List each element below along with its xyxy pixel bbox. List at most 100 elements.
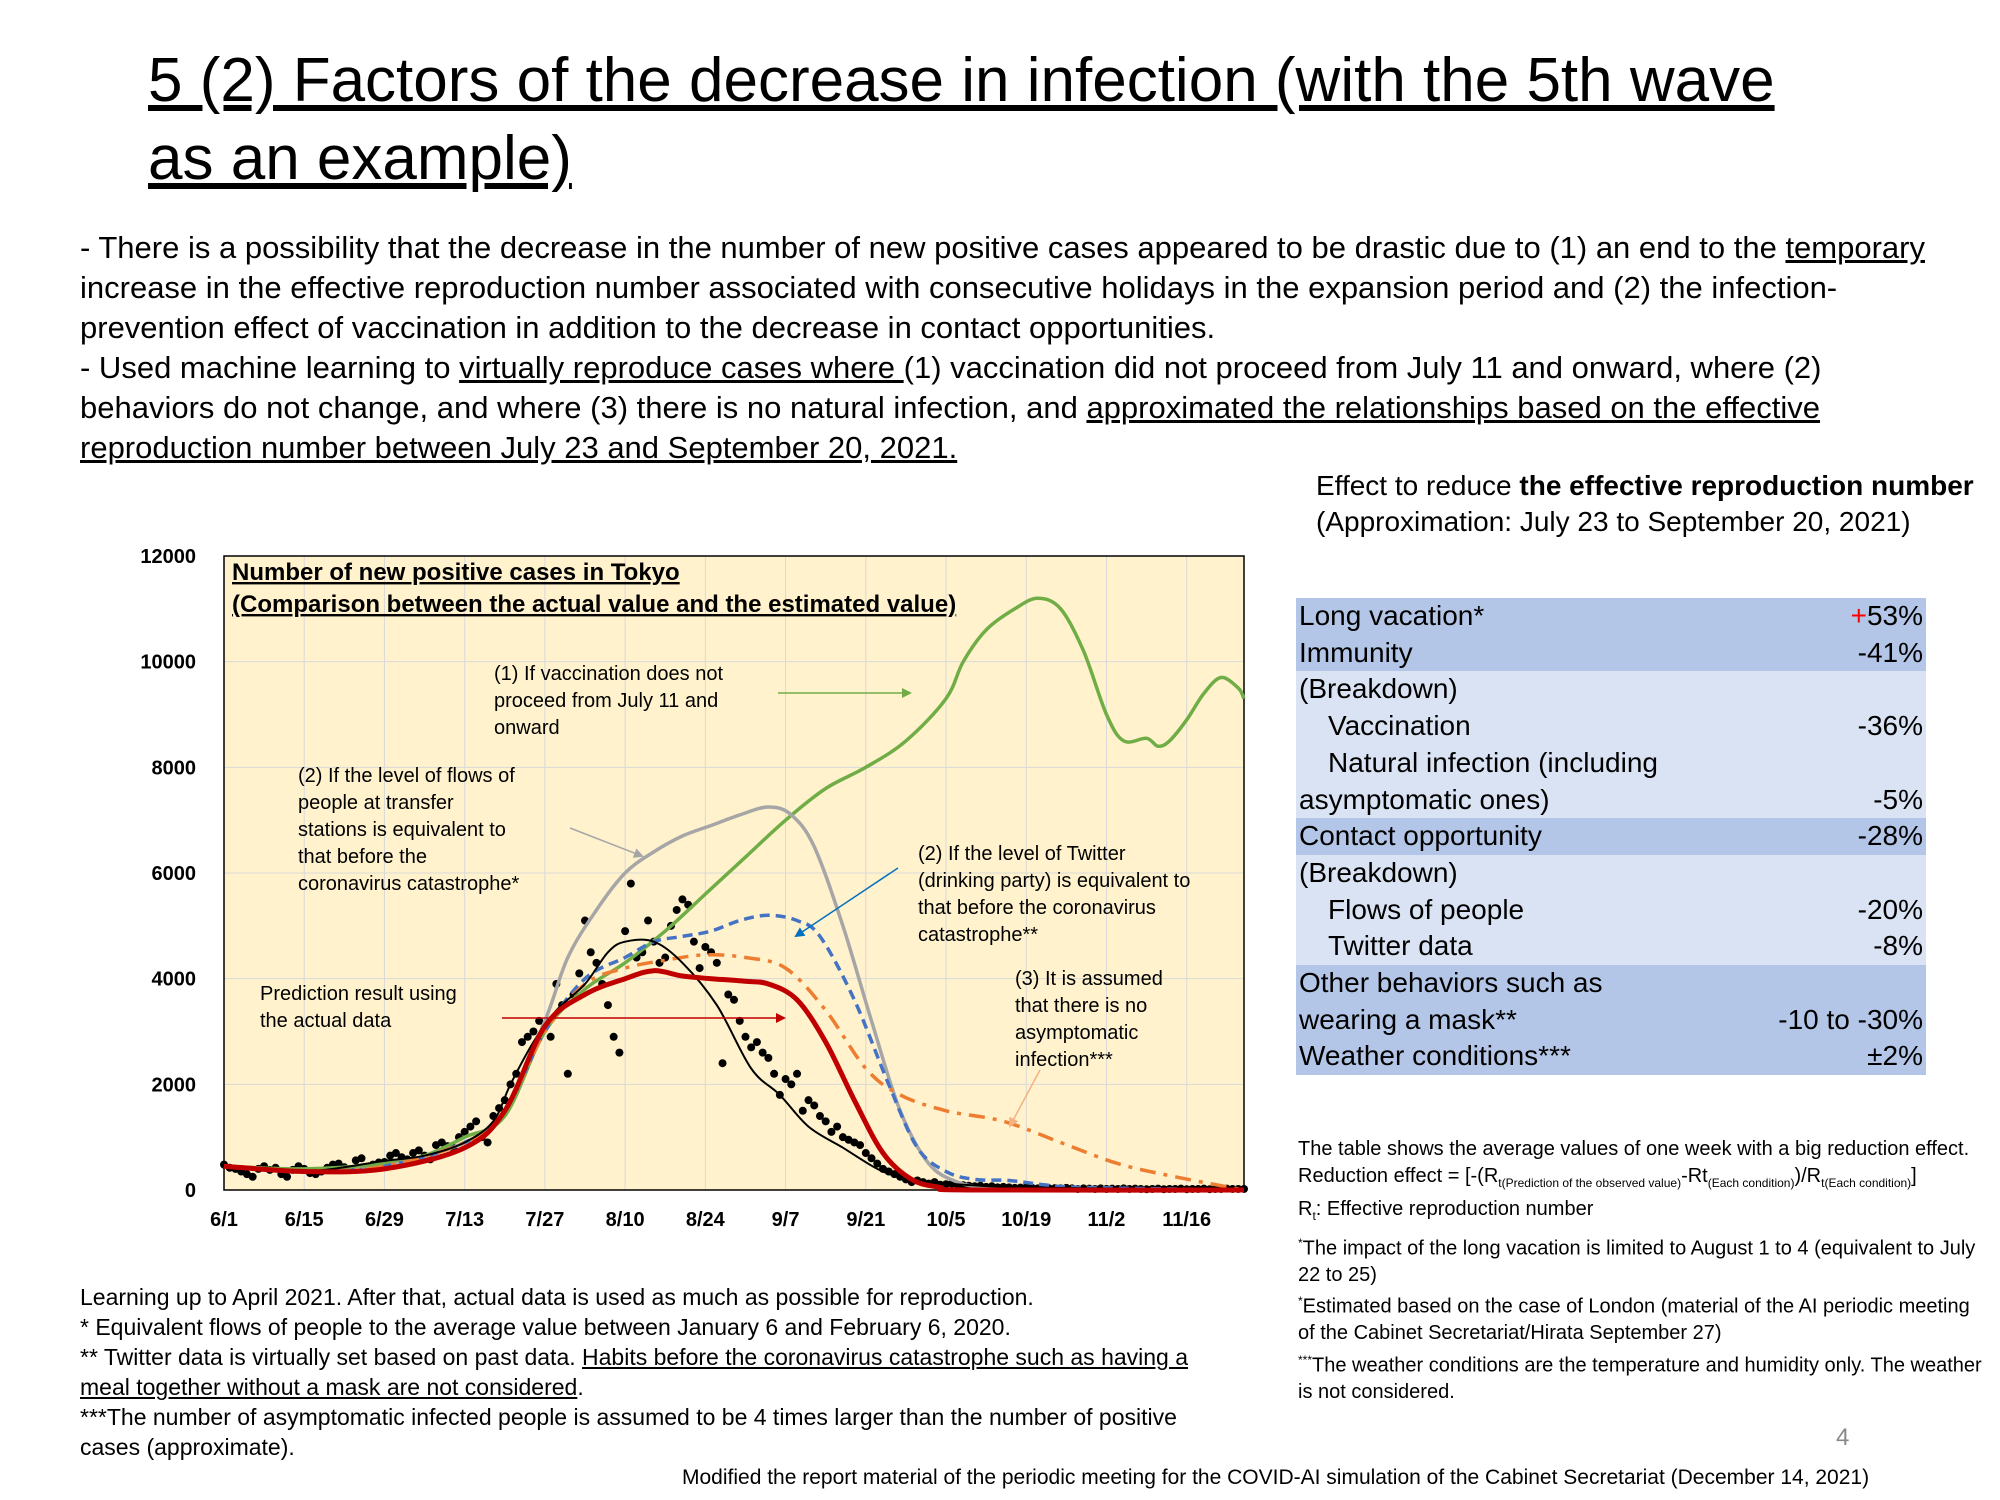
effect-heading-a: Effect to reduce — [1316, 470, 1520, 501]
arrow-twitter — [794, 867, 899, 938]
note-sup: *** — [1298, 1352, 1313, 1367]
effect-heading: Effect to reduce the effective reproduct… — [1316, 468, 1976, 540]
x-tick-label: 9/7 — [772, 1209, 800, 1231]
scatter-point — [764, 1053, 773, 1062]
scatter-point — [712, 958, 721, 967]
scatter-point — [856, 1141, 865, 1150]
note-sup: * — [1298, 1294, 1303, 1309]
arrow-flows — [569, 827, 644, 858]
x-tick-label: 11/2 — [1088, 1209, 1126, 1231]
row-value: -20% — [1741, 891, 1926, 929]
y-tick-label: 2000 — [152, 1074, 197, 1096]
annotation-flows-line: people at transfer — [298, 792, 454, 814]
scatter-point — [334, 1159, 343, 1168]
note-sub: (Each condition) — [1707, 1175, 1795, 1190]
scatter-point — [621, 927, 630, 936]
scatter-point — [695, 964, 704, 973]
scatter-point — [603, 1001, 612, 1010]
scatter-point — [609, 1032, 618, 1041]
chart-subtitle: (Comparison between the actual value and… — [232, 591, 956, 618]
note-line: *Estimated based on the case of London (… — [1298, 1288, 1988, 1347]
x-tick-label: 7/27 — [525, 1209, 564, 1231]
scatter-point — [815, 1112, 824, 1121]
scatter-point — [678, 895, 687, 904]
row-value — [1741, 965, 1926, 1002]
note-underline: Habits before the coronavirus catastroph… — [80, 1344, 1189, 1400]
row-label: Twitter data — [1296, 928, 1742, 966]
row-label: Long vacation* — [1296, 598, 1742, 635]
note-part: R — [1298, 1198, 1313, 1220]
scatter-point — [644, 916, 653, 925]
row-label: Flows of people — [1296, 891, 1742, 929]
scatter-point — [821, 1117, 830, 1126]
scatter-point — [517, 1038, 526, 1047]
scatter-point — [758, 1048, 767, 1057]
scatter-point — [248, 1172, 257, 1181]
chart-notes: Learning up to April 2021. After that, a… — [80, 1282, 1230, 1462]
row-value — [1741, 671, 1926, 709]
annotation-twitter-line: (2) If the level of Twitter — [918, 843, 1126, 865]
chart-title: Number of new positive cases in Tokyo — [232, 559, 680, 586]
series-line-no-asymptomatic — [223, 953, 1245, 1192]
scatter-point — [586, 948, 595, 957]
effect-heading-c: (Approximation: July 23 to September 20,… — [1316, 506, 1911, 537]
annotation-asymptomatic-line: that there is no — [1015, 995, 1147, 1017]
scatter-point — [804, 1096, 813, 1105]
scatter-point — [283, 1172, 292, 1181]
annotation-flows-line: that before the — [298, 846, 427, 868]
row-value — [1741, 854, 1926, 892]
row-label: Immunity — [1296, 634, 1742, 672]
note-sub: t(Prediction of the observed value) — [1498, 1175, 1682, 1190]
row-label: Weather conditions*** — [1296, 1038, 1742, 1076]
intro-p1-b: increase in the effective reproduction n… — [80, 270, 1838, 345]
scatter-point — [752, 1038, 761, 1047]
y-tick-label: 4000 — [152, 969, 197, 991]
scatter-point — [615, 1048, 624, 1057]
scatter-point — [672, 905, 681, 914]
scatter-point — [391, 1149, 400, 1158]
row-label: (Breakdown) — [1296, 671, 1742, 709]
x-tick-label: 8/24 — [686, 1209, 726, 1231]
scatter-point — [873, 1159, 882, 1168]
scatter-point — [689, 937, 698, 946]
table-row: asymptomatic ones) -5% — [1296, 781, 1926, 819]
scatter-point — [787, 1080, 796, 1089]
row-value — [1741, 744, 1926, 782]
row-value: ±2% — [1741, 1038, 1926, 1076]
intro-p2-b: (1) vaccination did not proceed from Jul… — [80, 350, 1822, 425]
note-line: *The impact of the long vacation is limi… — [1298, 1230, 1988, 1289]
scatter-point — [833, 1122, 842, 1131]
table-row: (Breakdown) — [1296, 671, 1926, 709]
chart: 0 2000 4000 6000 8000 10000 12000 6/1 6/15 6/29 7/… — [140, 546, 1248, 1231]
table-row: Twitter data -8% — [1296, 928, 1926, 966]
scatter-point — [626, 879, 635, 888]
scatter-point — [747, 1043, 756, 1052]
row-value: +53% — [1741, 598, 1926, 635]
row-value: -8% — [1741, 928, 1926, 966]
annotation-twitter-line: (drinking party) is equivalent to — [918, 870, 1190, 892]
scatter-point — [718, 1059, 727, 1068]
note-sub: t — [1312, 1209, 1316, 1223]
table-row: Weather conditions*** ±2% — [1296, 1038, 1926, 1076]
scatter-point — [701, 942, 710, 951]
row-label: Contact opportunity — [1296, 818, 1742, 855]
row-value: -10 to -30% — [1741, 1001, 1926, 1039]
scatter-point — [563, 1069, 572, 1078]
note-line: ***The weather conditions are the temper… — [1298, 1347, 1988, 1406]
intro-p1-underline: temporary — [1785, 230, 1925, 265]
effect-heading-b: the effective reproduction number — [1519, 470, 1974, 501]
x-tick-label: 10/5 — [927, 1209, 966, 1231]
scatter-point — [730, 995, 738, 1004]
table-row: Vaccination -36% — [1296, 708, 1926, 745]
scatter-point — [724, 990, 733, 999]
row-value: -41% — [1741, 634, 1926, 672]
table-row: (Breakdown) — [1296, 854, 1926, 892]
scatter-point — [460, 1127, 469, 1136]
plot-border — [223, 555, 1245, 1191]
row-label: (Breakdown) — [1296, 854, 1742, 892]
row-value: -36% — [1741, 708, 1926, 745]
note-line: ** Twitter data is virtually set based o… — [80, 1342, 1230, 1402]
note-line: * Equivalent flows of people to the aver… — [80, 1314, 1011, 1340]
scatter-point — [535, 1016, 544, 1025]
table-row: wearing a mask** -10 to -30% — [1296, 1001, 1926, 1039]
